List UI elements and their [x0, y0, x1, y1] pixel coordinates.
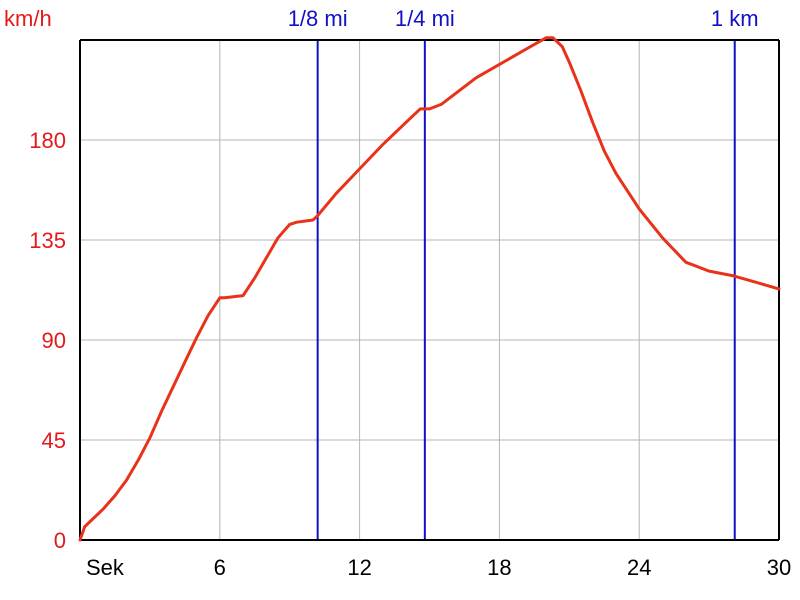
- distance-marker-label: 1/8 mi: [288, 6, 348, 31]
- distance-marker-label: 1 km: [711, 6, 759, 31]
- y-tick-label: 45: [42, 428, 66, 453]
- x-tick-label: 18: [487, 555, 511, 580]
- distance-marker-label: 1/4 mi: [395, 6, 455, 31]
- axes: [79, 39, 780, 541]
- y-tick-label: 180: [29, 128, 66, 153]
- x-tick-label: 30: [767, 555, 791, 580]
- grid-lines: [80, 40, 779, 540]
- speed-curve: [78, 36, 781, 542]
- tick-labels: 0 45 90 135 180 6 12 18 24 30: [29, 128, 791, 580]
- x-tick-label: 6: [214, 555, 226, 580]
- y-tick-label: 135: [29, 228, 66, 253]
- y-tick-label: 90: [42, 328, 66, 353]
- x-unit-label: Sek: [86, 555, 125, 580]
- distance-markers: 1/8 mi 1/4 mi 1 km: [288, 6, 759, 540]
- y-unit-label: km/h: [4, 6, 52, 31]
- x-tick-label: 12: [347, 555, 371, 580]
- x-tick-label: 24: [627, 555, 651, 580]
- y-tick-label: 0: [54, 528, 66, 553]
